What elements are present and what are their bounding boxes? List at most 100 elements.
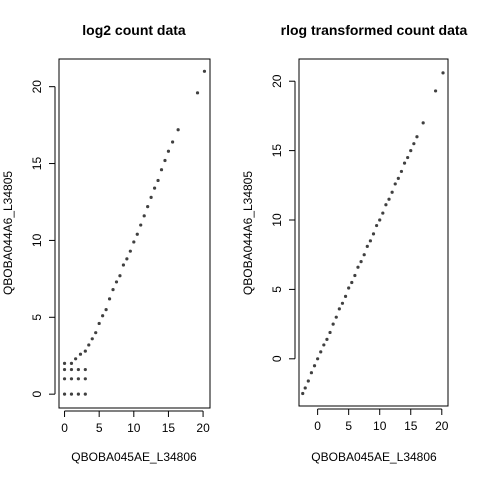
data-point-0-24 <box>375 223 379 228</box>
y-tick-label-2: 10 <box>270 213 284 227</box>
data-point-0-18 <box>356 265 360 269</box>
data-point-0-13 <box>69 361 74 366</box>
data-point-0-37 <box>156 178 160 183</box>
x-tick-label-0: 0 <box>314 419 321 433</box>
data-point-0-36 <box>152 186 157 190</box>
y-tick-label-1: 5 <box>30 314 44 321</box>
y-tick-label-4: 20 <box>30 80 44 94</box>
data-point-0-17 <box>87 343 91 347</box>
data-point-0-5 <box>69 377 74 381</box>
data-point-0-22 <box>368 239 372 243</box>
data-point-0-10 <box>331 322 335 326</box>
data-point-0-11 <box>334 315 338 319</box>
data-point-0-19 <box>359 260 363 264</box>
data-point-0-27 <box>121 263 126 267</box>
data-point-0-35 <box>149 195 153 199</box>
x-tick-label-4: 20 <box>435 419 449 433</box>
data-point-0-23 <box>107 297 112 301</box>
data-point-0-42 <box>176 128 180 132</box>
data-point-0-37 <box>415 135 419 139</box>
y-tick-label-1: 5 <box>270 286 284 293</box>
data-point-0-20 <box>97 321 101 326</box>
panel-rlog: rlog transformed count data 0 5 10 15 20 0 5 1… <box>241 22 468 464</box>
y-axis-log2: 0 5 10 15 20 <box>30 80 56 398</box>
data-point-0-36 <box>412 142 416 146</box>
y-axis-rlog: 0 5 10 15 20 <box>270 74 296 362</box>
data-point-0-24 <box>111 288 115 292</box>
data-point-0-20 <box>362 253 366 257</box>
data-point-0-31 <box>135 232 139 236</box>
data-point-0-9 <box>328 330 332 335</box>
data-point-0-15 <box>78 352 83 356</box>
data-point-0-16 <box>350 280 354 285</box>
data-point-0-32 <box>139 223 143 227</box>
data-point-0-1 <box>303 386 307 390</box>
data-point-0-8 <box>62 367 67 372</box>
data-point-0-8 <box>325 337 329 341</box>
data-point-0-11 <box>83 367 87 372</box>
data-point-0-13 <box>340 301 345 305</box>
data-point-0-40 <box>166 149 171 153</box>
data-point-0-25 <box>114 280 119 284</box>
data-point-0-23 <box>371 232 376 236</box>
x-axis-log2: 0 5 10 15 20 <box>61 410 210 435</box>
y-tick-label-0: 0 <box>270 355 284 362</box>
data-point-0-6 <box>76 377 80 381</box>
y-tick-label-4: 20 <box>270 74 284 88</box>
data-point-0-21 <box>365 244 369 248</box>
data-point-0-25 <box>378 218 382 222</box>
data-point-0-38 <box>421 121 425 125</box>
y-label-rlog: QBOBA044A6_L34805 <box>241 171 255 295</box>
data-point-0-30 <box>132 240 136 244</box>
x-axis-rlog: 0 5 10 15 20 <box>314 408 449 433</box>
data-point-0-10 <box>76 367 80 372</box>
points-log2 <box>62 69 207 396</box>
plot-frame-rlog <box>298 58 449 407</box>
y-tick-label-3: 15 <box>270 144 284 158</box>
data-point-0-14 <box>343 294 348 298</box>
data-point-0-44 <box>202 69 207 73</box>
x-tick-label-1: 5 <box>96 421 103 435</box>
data-point-0-3 <box>83 392 87 396</box>
data-point-0-30 <box>393 182 397 186</box>
data-point-0-21 <box>101 314 105 318</box>
data-point-0-18 <box>90 337 94 341</box>
data-point-0-38 <box>159 168 164 172</box>
data-point-0-9 <box>69 367 74 372</box>
data-point-0-28 <box>387 197 391 201</box>
data-point-0-26 <box>381 211 385 215</box>
data-point-0-32 <box>399 169 404 174</box>
x-tick-label-2: 10 <box>373 419 387 433</box>
data-point-0-4 <box>312 364 317 368</box>
x-tick-label-2: 10 <box>127 421 141 435</box>
data-point-0-0 <box>301 391 305 396</box>
data-point-0-29 <box>390 190 394 194</box>
data-point-0-34 <box>146 204 150 209</box>
points-rlog <box>301 71 445 396</box>
data-point-0-31 <box>396 176 400 180</box>
data-point-0-3 <box>309 371 314 375</box>
data-point-0-4 <box>62 377 67 381</box>
x-tick-label-3: 15 <box>404 419 418 433</box>
data-point-0-26 <box>118 274 122 278</box>
y-tick-label-3: 15 <box>30 157 44 171</box>
data-point-0-12 <box>337 307 341 311</box>
data-point-0-1 <box>69 392 74 396</box>
x-tick-label-4: 20 <box>196 421 210 435</box>
data-point-0-12 <box>62 361 67 366</box>
x-tick-label-3: 15 <box>162 421 176 435</box>
data-point-0-19 <box>94 331 98 335</box>
y-label-log2: QBOBA044A6_L34805 <box>1 171 15 295</box>
data-point-0-34 <box>406 155 410 160</box>
data-point-0-43 <box>195 91 200 95</box>
data-point-0-14 <box>74 357 78 361</box>
data-point-0-16 <box>83 349 87 353</box>
panel-log2: log2 count data 0 5 10 15 20 0 5 10 15 20 QBOBA0… <box>1 22 211 464</box>
y-tick-label-2: 10 <box>30 233 44 247</box>
data-point-0-28 <box>125 257 129 261</box>
data-point-0-15 <box>347 286 351 290</box>
title-rlog: rlog transformed count data <box>281 22 468 38</box>
data-point-0-7 <box>83 377 87 381</box>
data-point-0-39 <box>433 89 438 93</box>
